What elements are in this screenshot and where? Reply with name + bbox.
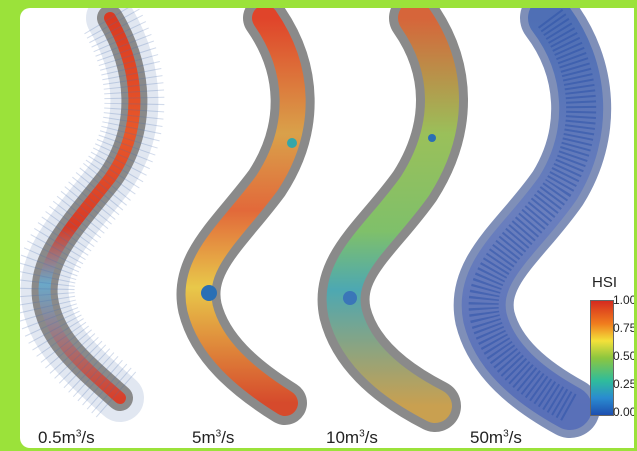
flow-label-p2: 5m3/s [192,428,235,447]
legend-tick-075: 0.75 [613,321,634,335]
legend-tick-100: 1.00 [613,293,634,307]
river-habitat-figure [20,8,612,438]
figure-panel: 0.5m3/s 5m3/s 10m3/s 50m3/s HSI 1.00 0.7… [20,8,634,448]
flow-label-p4: 50m3/s [470,428,522,447]
legend-tick-050: 0.50 [613,349,634,363]
legend-title: HSI [592,274,618,291]
river-map-p4 [453,8,612,438]
legend-tick-000: 0.00 [613,405,634,419]
river-map-p3 [317,8,468,432]
flow-label-p3: 10m3/s [326,428,378,447]
hsi-colorbar [590,300,614,416]
legend-tick-025: 0.25 [613,377,634,391]
river-map-p1 [20,8,165,422]
river-map-p2 [176,8,315,425]
flow-label-p1: 0.5m3/s [38,428,95,447]
